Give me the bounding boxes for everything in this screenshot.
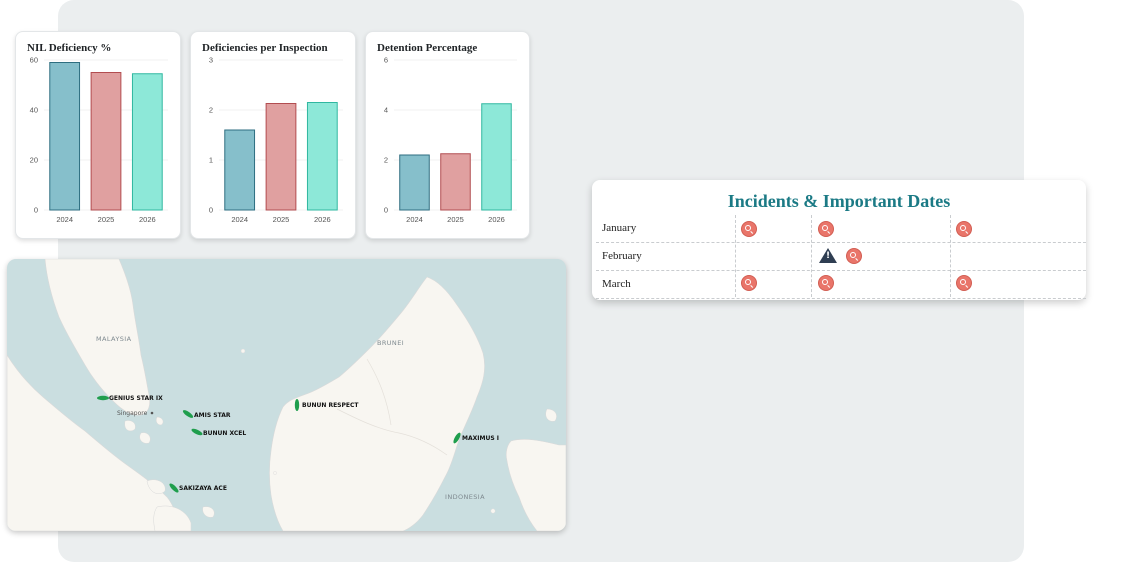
city-label-singapore: Singapore (117, 410, 148, 417)
incidents-card: Incidents & Important Dates January Febr… (592, 180, 1086, 300)
table-row: February (596, 243, 1086, 271)
vessel-marker-amis-star[interactable]: AMIS STAR (182, 409, 231, 419)
y-tick-label: 60 (30, 56, 38, 65)
vessel-marker-bunun-respect[interactable]: BUNUN RESPECT (294, 399, 360, 411)
y-tick-label: 4 (384, 106, 388, 115)
land-malay-peninsula (44, 259, 151, 416)
bar-2026[interactable] (131, 73, 163, 211)
y-tick-label: 0 (384, 206, 388, 215)
table-row: January (596, 215, 1086, 243)
y-tick-label: 6 (384, 56, 388, 65)
bar-2025[interactable] (90, 72, 122, 211)
vessel-label: BUNUN RESPECT (302, 402, 359, 409)
incidents-table: January February March (596, 215, 1086, 299)
land-sulawesi (505, 439, 566, 531)
vessel-label: AMIS STAR (194, 412, 231, 419)
bar-chart: 0 2 4 6 2024 2025 2026 (384, 56, 517, 224)
search-icon[interactable] (819, 222, 833, 236)
vessel-label: BUNUN XCEL (203, 430, 246, 437)
vessel-marker-bunun-xcel[interactable]: BUNUN XCEL (191, 427, 247, 437)
bar-2026[interactable] (306, 102, 338, 211)
vessel-label: SAKIZAYA ACE (179, 485, 227, 492)
y-tick-label: 2 (384, 156, 388, 165)
y-tick-label: 3 (209, 56, 213, 65)
chart-title: Deficiencies per Inspection (202, 42, 328, 54)
month-label: January (602, 222, 637, 234)
x-tick-label: 2025 (447, 215, 464, 224)
bar-2026[interactable] (481, 103, 512, 211)
x-tick-label: 2026 (488, 215, 505, 224)
bar-chart: 0 1 2 3 2024 2025 2026 (209, 56, 343, 224)
search-icon[interactable] (742, 276, 756, 290)
x-tick-label: 2026 (314, 215, 331, 224)
column-divider (811, 215, 812, 297)
search-icon[interactable] (819, 276, 833, 290)
x-tick-label: 2024 (406, 215, 423, 224)
x-tick-label: 2026 (139, 215, 156, 224)
column-divider (950, 215, 951, 297)
search-icon[interactable] (957, 222, 971, 236)
y-tick-label: 1 (209, 156, 213, 165)
land-sumatra (7, 354, 178, 531)
incidents-title: Incidents & Important Dates (727, 191, 951, 211)
y-tick-label: 0 (209, 206, 213, 215)
table-row: March (596, 271, 1086, 299)
country-label-malaysia: MALAYSIA (96, 335, 132, 343)
country-label-indonesia: INDONESIA (445, 493, 485, 501)
column-divider (735, 215, 736, 297)
vessel-marker-genius-star-ix[interactable]: GENIUS STAR IX (97, 395, 163, 402)
x-tick-label: 2025 (98, 215, 115, 224)
vessel-marker-sakizaya-ace[interactable]: SAKIZAYA ACE (168, 482, 227, 494)
chart-title: NIL Deficiency % (27, 42, 112, 54)
x-tick-label: 2024 (56, 215, 73, 224)
y-tick-label: 2 (209, 106, 213, 115)
month-label: March (602, 278, 631, 290)
x-tick-label: 2024 (231, 215, 248, 224)
chart-card-deficiencies-per-inspection: Deficiencies per Inspection 0 1 2 3 2024 2025… (190, 31, 356, 239)
vessel-map[interactable]: MALAYSIA BRUNEI INDONESIA Singapore GENI… (7, 259, 566, 531)
bar-2024[interactable] (399, 154, 430, 211)
y-tick-label: 40 (30, 106, 38, 115)
vessel-marker-maximus-i[interactable]: MAXIMUS I (452, 432, 499, 445)
x-tick-label: 2025 (273, 215, 290, 224)
y-tick-label: 0 (34, 206, 38, 215)
warning-icon[interactable]: ! (819, 248, 837, 263)
bar-2024[interactable] (49, 62, 81, 211)
vessel-label: MAXIMUS I (462, 435, 499, 442)
y-tick-label: 20 (30, 156, 38, 165)
country-label-brunei: BRUNEI (377, 339, 404, 347)
chart-card-detention-percentage: Detention Percentage 0 2 4 6 2024 2025 2026 (365, 31, 530, 239)
bar-2025[interactable] (265, 103, 297, 211)
search-icon[interactable] (847, 249, 861, 263)
vessel-label: GENIUS STAR IX (109, 395, 163, 402)
search-icon[interactable] (957, 276, 971, 290)
month-label: February (602, 250, 642, 262)
chart-title: Detention Percentage (377, 42, 478, 54)
bar-2025[interactable] (440, 153, 471, 211)
land-borneo (269, 276, 485, 531)
bar-2024[interactable] (224, 129, 256, 211)
search-icon[interactable] (742, 222, 756, 236)
bar-chart: 0 20 40 60 2024 2025 2026 (30, 56, 168, 224)
chart-card-nil-deficiency: NIL Deficiency % 0 20 40 60 2024 2025 2026 (15, 31, 181, 239)
